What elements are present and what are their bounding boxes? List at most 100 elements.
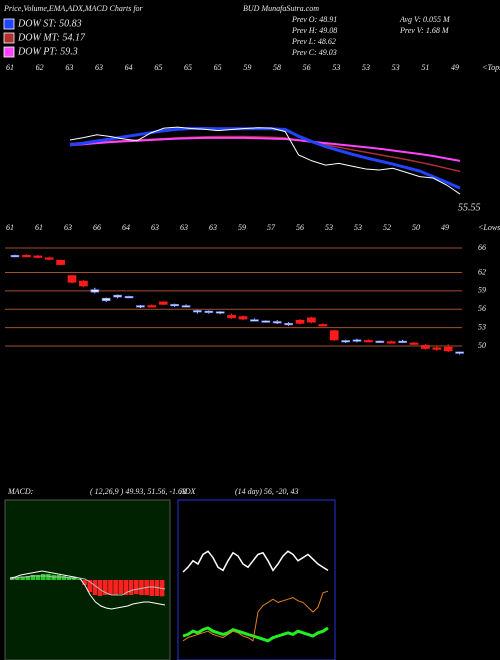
top-label: 49 <box>451 63 459 72</box>
series-line <box>9 575 166 596</box>
legend-swatch <box>3 18 15 30</box>
top-label: 58 <box>273 63 281 72</box>
series-line <box>69 127 461 190</box>
legend-label: DOW PT: 59.3 <box>17 46 78 57</box>
histogram-bar <box>72 578 77 580</box>
top-label: 64 <box>122 223 130 232</box>
histogram-bar <box>103 580 108 595</box>
series-line <box>69 126 461 195</box>
panel-title: ADX <box>179 487 197 496</box>
top-label: 65 <box>214 63 222 72</box>
top-label: 53 <box>392 63 400 72</box>
candle-body <box>341 340 350 343</box>
candle-body <box>113 294 122 298</box>
candle-body <box>421 345 430 349</box>
legend-swatch <box>3 32 15 44</box>
top-label: 63 <box>65 63 73 72</box>
panel-subtitle: (14 day) 56, -20, 43 <box>235 487 299 496</box>
series-line <box>69 136 461 162</box>
top-label: 53 <box>354 223 362 232</box>
histogram-bar <box>97 580 103 596</box>
top-label: 61 <box>35 223 43 232</box>
stat: Prev L: 48.62 <box>291 37 336 46</box>
histogram-bar <box>92 580 98 595</box>
candle-body <box>455 351 464 354</box>
top-label: 56 <box>296 223 304 232</box>
top-label: 57 <box>267 223 276 232</box>
top-label: 61 <box>6 223 14 232</box>
candle-body <box>79 280 88 287</box>
stat: Prev C: 49.03 <box>291 48 337 57</box>
histogram-bar <box>61 576 67 580</box>
top-label: 56 <box>303 63 311 72</box>
histogram-bar <box>113 580 118 595</box>
top-label: 52 <box>383 223 391 232</box>
series-line <box>182 550 329 573</box>
y-tick-label: 66 <box>478 243 486 252</box>
histogram-bar <box>87 580 93 592</box>
top-label: 66 <box>93 223 101 232</box>
candle-body <box>307 317 316 323</box>
candle-body <box>318 324 328 327</box>
candle-body <box>181 305 191 308</box>
top-label: 61 <box>6 63 14 72</box>
histogram-bar <box>154 580 160 596</box>
header-site: BUD MunafaSutra.com <box>243 4 319 13</box>
histogram-bar <box>77 579 82 580</box>
last-label: 55.55 <box>458 202 481 213</box>
top-label: 59 <box>238 223 246 232</box>
histogram-bar <box>15 578 20 580</box>
candle-body <box>284 322 293 326</box>
top-label: 63 <box>95 63 103 72</box>
candle-body <box>375 340 385 343</box>
top-label: 53 <box>325 223 333 232</box>
right-label: <Lows <box>478 223 500 232</box>
histogram-bar <box>108 580 113 595</box>
candle-body <box>193 310 202 313</box>
histogram-bar <box>35 575 41 580</box>
stat: Avg V: 0.055 M <box>399 15 451 24</box>
top-label: 49 <box>441 223 449 232</box>
candle-body <box>158 301 168 305</box>
candle-body <box>443 346 453 352</box>
candle-body <box>33 255 43 258</box>
legend-label: DOW MT: 54.17 <box>17 32 86 43</box>
top-label: 63 <box>64 223 72 232</box>
series-line <box>182 590 329 642</box>
histogram-bar <box>149 580 155 596</box>
histogram-bar <box>128 580 134 595</box>
candle-body <box>329 330 339 341</box>
top-label: 59 <box>243 63 251 72</box>
top-label: 65 <box>184 63 192 72</box>
histogram-bar <box>10 579 15 580</box>
candle-body <box>56 259 65 265</box>
candle-body <box>215 311 225 314</box>
panel-subtitle: ( 12,26,9 ) 49.93, 51.56, -1.63 <box>90 487 186 496</box>
top-label: 53 <box>332 63 340 72</box>
candle-body <box>295 319 305 324</box>
histogram-bar <box>46 574 51 580</box>
panel-title: MACD: <box>7 487 34 496</box>
y-tick-label: 62 <box>478 267 486 276</box>
candle-body <box>101 297 111 302</box>
candle-body <box>250 319 259 322</box>
candle-body <box>272 321 282 324</box>
candle-body <box>409 342 419 345</box>
candle-body <box>261 320 271 323</box>
stat: Prev V: 1.68 M <box>399 26 450 35</box>
top-label: 64 <box>125 63 133 72</box>
histogram-bar <box>20 577 25 580</box>
histogram-bar <box>82 580 87 585</box>
candle-body <box>124 296 134 299</box>
candle-body <box>22 255 31 258</box>
y-tick-label: 50 <box>478 341 486 350</box>
histogram-bar <box>41 574 46 580</box>
header-title: Price,Volume,EMA,ADX,MACD Charts for <box>3 4 144 13</box>
top-label: 65 <box>154 63 162 72</box>
series-line <box>182 626 329 643</box>
stat: Prev O: 48.91 <box>291 15 337 24</box>
top-label: 62 <box>36 63 44 72</box>
candle-body <box>67 275 77 283</box>
candle-body <box>227 315 236 319</box>
